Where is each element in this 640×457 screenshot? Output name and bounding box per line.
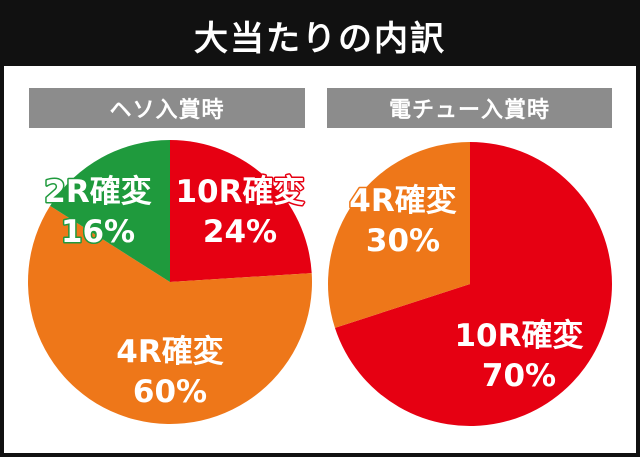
denchu-slice-1-name-label: 4R確変	[349, 183, 456, 219]
heso-slice-2	[50, 140, 170, 282]
pie-chart-heso: 10R確変 24% 4R確変 60% 2R確変 16%	[27, 140, 312, 425]
denchu-slice-1	[327, 142, 470, 328]
heso-slice-2-name-label: 2R確変	[44, 174, 151, 210]
left-chart-title: ヘソ入賞時	[109, 98, 225, 123]
heso-slice-1-name-label: 4R確変	[116, 334, 223, 370]
pie-chart-denchu: 10R確変 70% 4R確変 30%	[327, 142, 612, 426]
right-chart-header: 電チュー入賞時	[327, 88, 612, 128]
denchu-slice-1-value-label: 30%	[366, 223, 440, 259]
denchu-slice-0	[334, 142, 612, 426]
title-bar: 大当たりの内訳	[4, 4, 636, 66]
heso-slice-0	[170, 140, 312, 282]
denchu-slice-0-name-label: 10R確変	[454, 318, 583, 354]
right-chart-title: 電チュー入賞時	[388, 98, 550, 123]
heso-slice-0-name-label: 10R確変	[175, 174, 304, 210]
page-title: 大当たりの内訳	[194, 18, 446, 59]
heso-slice-2-value-label: 16%	[61, 214, 135, 250]
heso-slice-1	[27, 205, 312, 425]
denchu-slice-0-value-label: 70%	[482, 358, 556, 394]
left-chart-header: ヘソ入賞時	[29, 88, 305, 128]
heso-slice-1-value-label: 60%	[133, 374, 207, 410]
heso-slice-0-value-label: 24%	[203, 214, 277, 250]
